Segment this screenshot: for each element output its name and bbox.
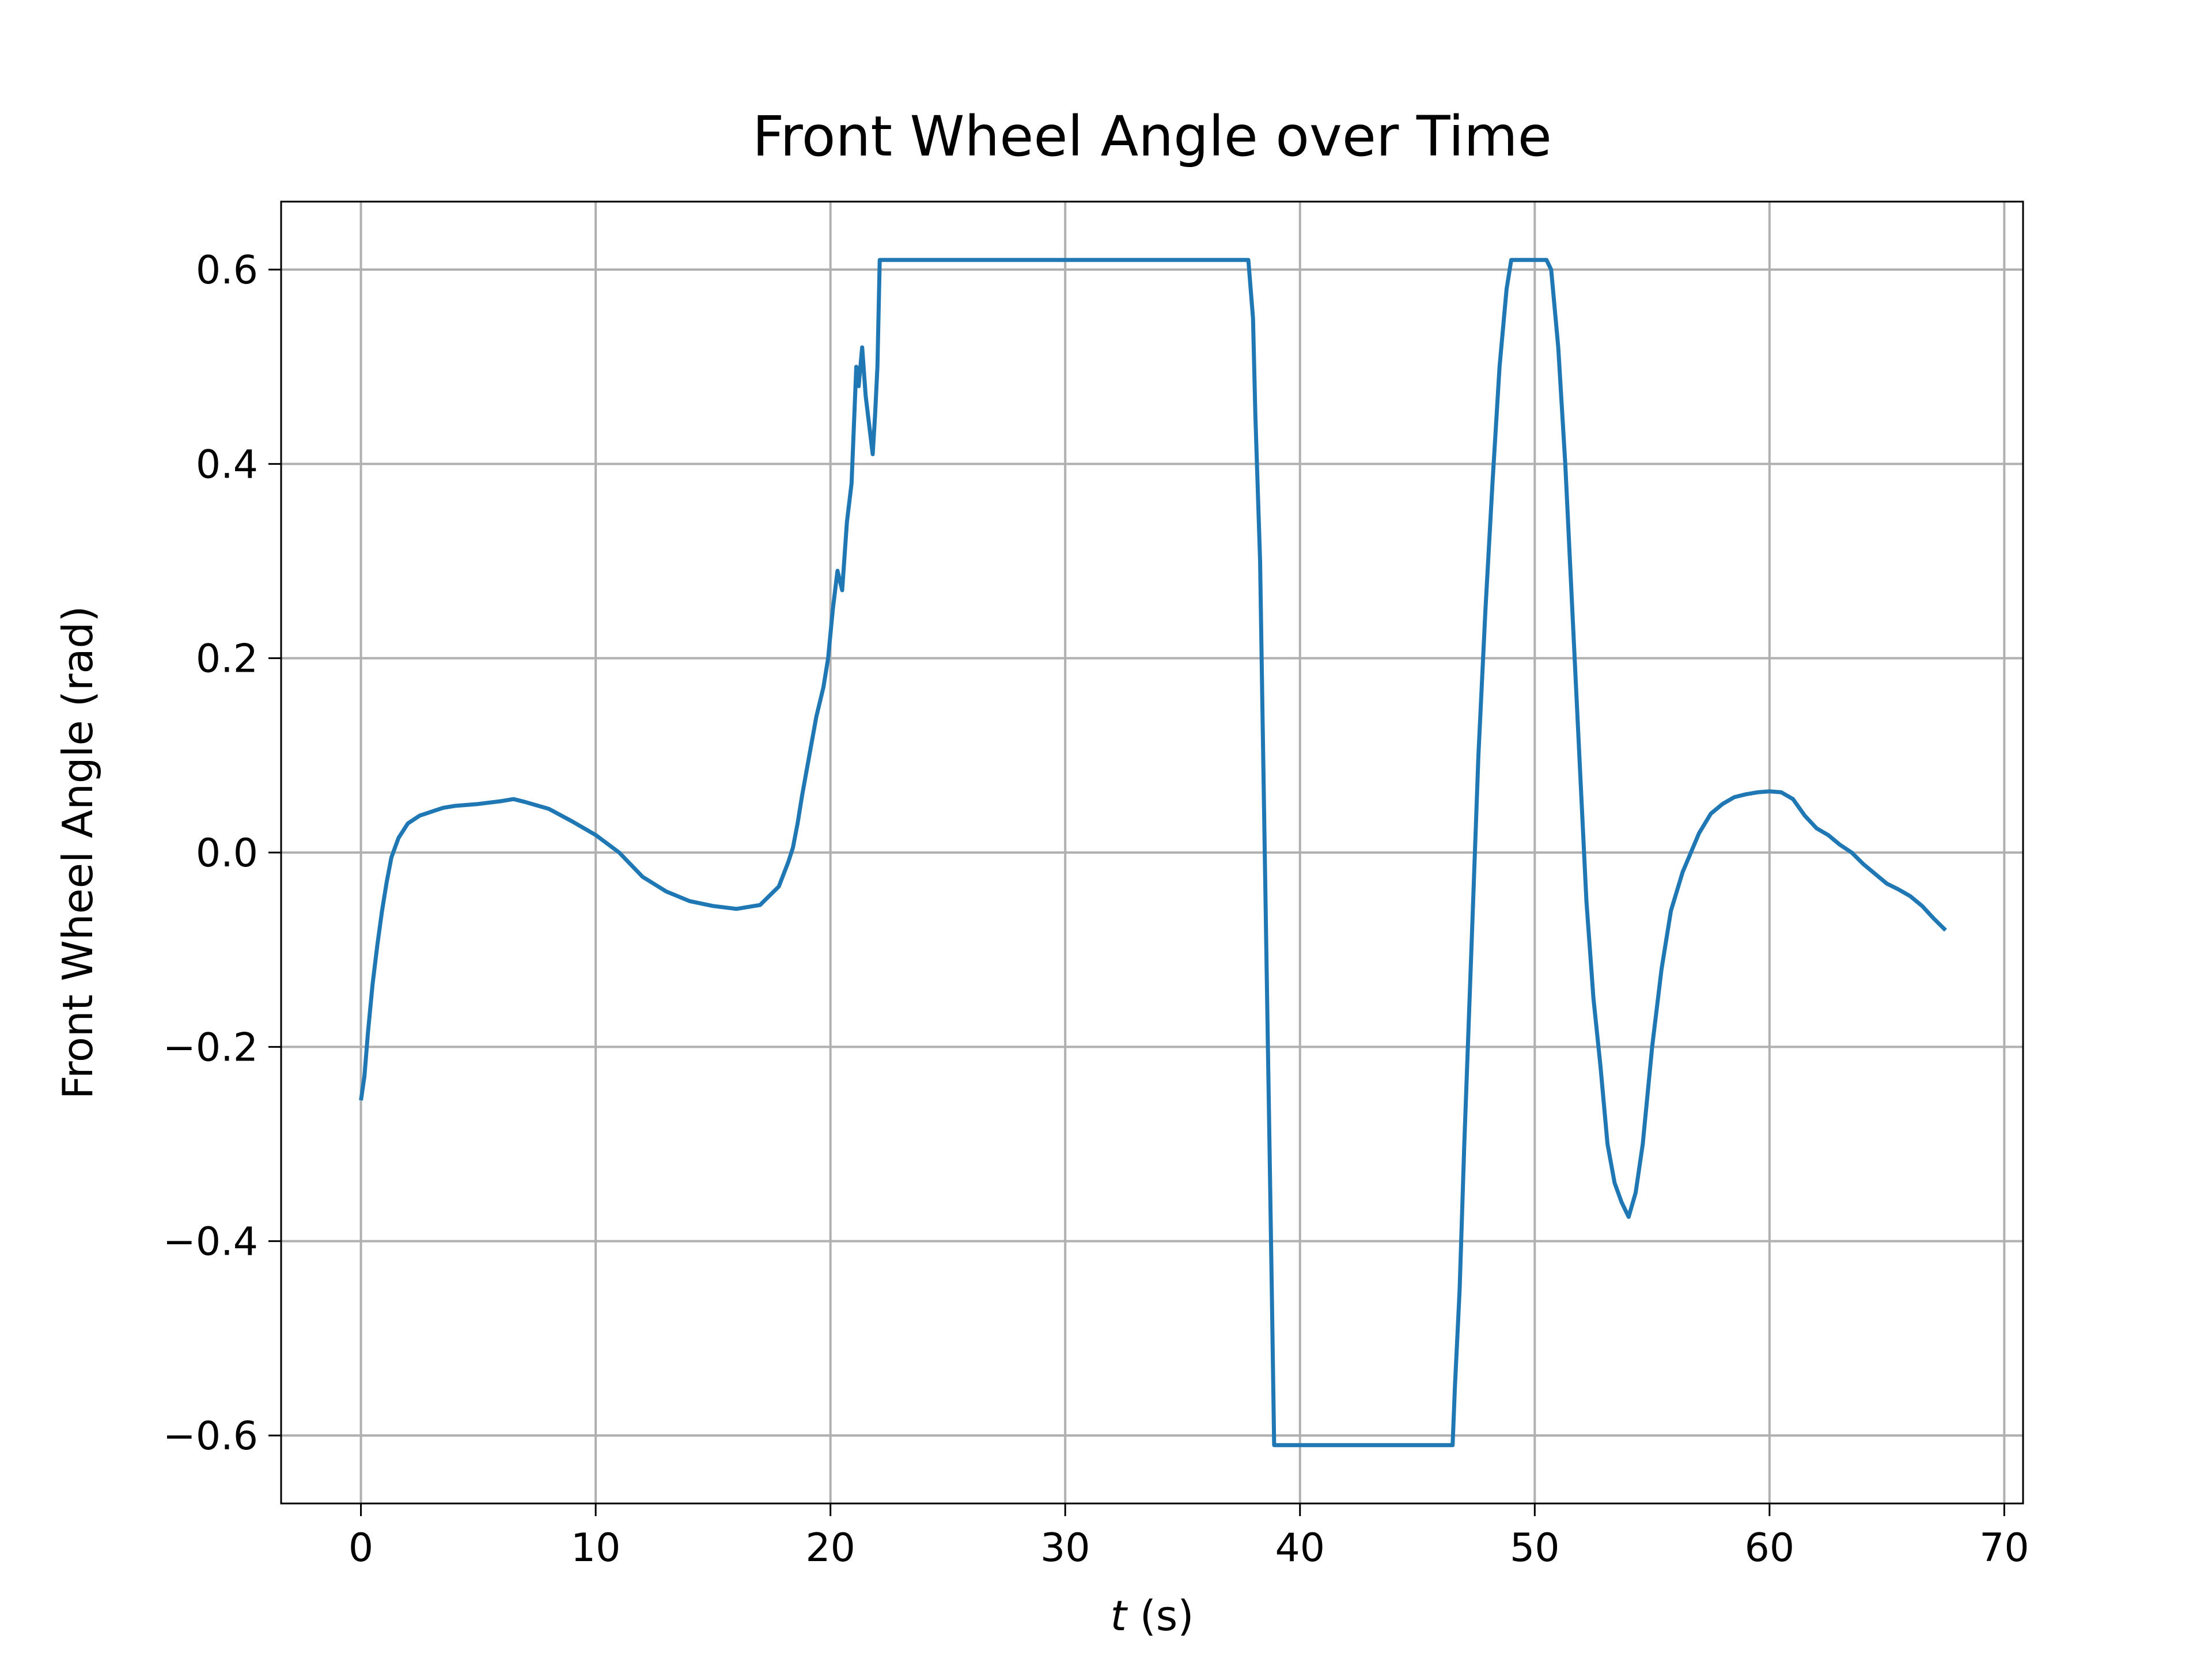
y-tick-label: −0.4	[163, 1219, 258, 1265]
x-axis-label-variable: t	[1111, 1592, 1128, 1640]
x-axis-label: t (s)	[1111, 1592, 1194, 1640]
x-axis-label-unit: (s)	[1127, 1592, 1194, 1640]
y-tick-label: 0.0	[196, 831, 258, 876]
y-tick-label: 0.4	[196, 442, 258, 487]
x-tick-label: 60	[1745, 1525, 1795, 1571]
y-tick-label: −0.2	[163, 1025, 258, 1070]
x-tick-label: 40	[1275, 1525, 1325, 1571]
y-tick-label: 0.2	[196, 637, 258, 682]
y-tick-label: 0.6	[196, 248, 258, 293]
x-tick-label: 0	[349, 1525, 373, 1571]
grid	[281, 202, 2023, 1503]
x-tick-label: 70	[1979, 1525, 2029, 1571]
y-axis-label: Front Wheel Angle (rad)	[54, 606, 102, 1100]
ticks: 0 10 20 30 40 50 60 70 −0.6 −0.4 −0.2 0.0 0.2 0.4 0.6	[163, 248, 2029, 1571]
x-tick-label: 50	[1510, 1525, 1560, 1571]
x-tick-label: 10	[571, 1525, 621, 1571]
chart-title: Front Wheel Angle over Time	[752, 104, 1552, 169]
x-tick-label: 20	[805, 1525, 855, 1571]
y-tick-label: −0.6	[163, 1414, 258, 1459]
x-tick-label: 30	[1040, 1525, 1090, 1571]
series	[359, 257, 1947, 1448]
series-line	[359, 257, 1947, 1448]
